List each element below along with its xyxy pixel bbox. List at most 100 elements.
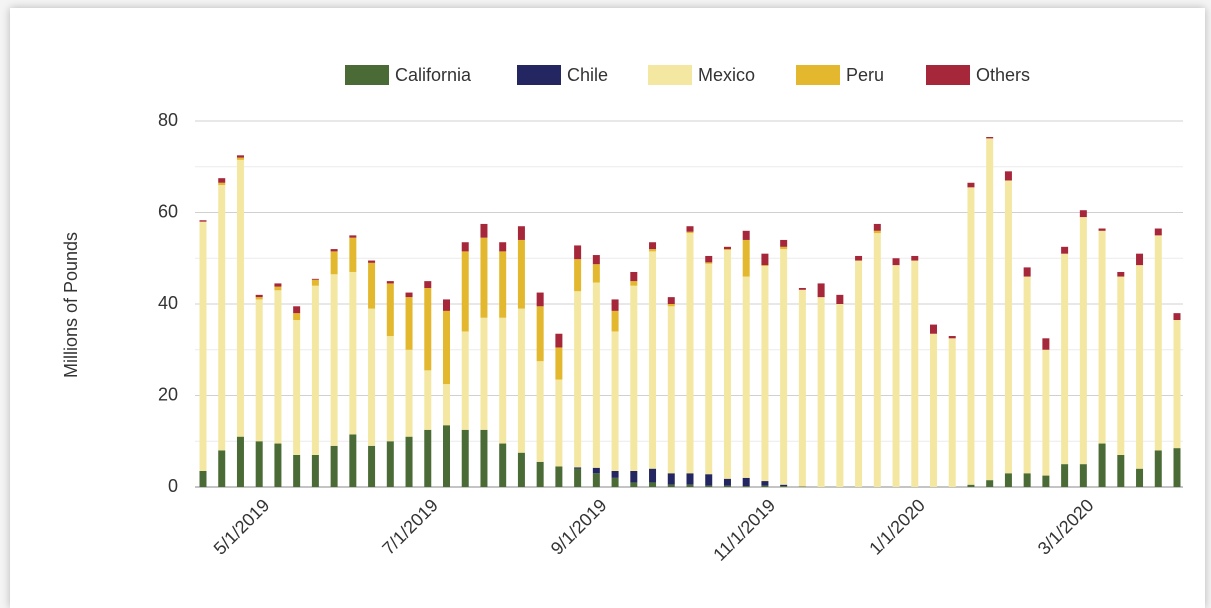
bar-segment <box>1080 210 1087 217</box>
bar-segment <box>349 272 356 434</box>
bar-segment <box>274 287 281 291</box>
bar-segment <box>387 441 394 487</box>
legend-swatch <box>648 65 692 85</box>
y-tick-label: 60 <box>158 201 178 221</box>
bar-segment <box>649 482 656 487</box>
bar-segment <box>480 224 487 238</box>
bar-segment <box>649 242 656 249</box>
bar-segment <box>911 261 918 487</box>
x-tick-label: 9/1/2019 <box>547 495 611 559</box>
bar-segment <box>555 466 562 487</box>
bar-segment <box>443 425 450 487</box>
legend-swatch <box>926 65 970 85</box>
bar-segment <box>462 251 469 331</box>
bar-segment <box>630 286 637 471</box>
bar-segment <box>687 226 694 231</box>
bar-segment <box>668 304 675 306</box>
bar-segment <box>612 331 619 471</box>
bar-segment <box>668 297 675 304</box>
bar-segment <box>331 251 338 274</box>
bar-segment <box>593 473 600 487</box>
bar-segment <box>424 288 431 370</box>
bar-segment <box>1099 444 1106 487</box>
bar-segment <box>368 446 375 487</box>
bar-segment <box>237 437 244 487</box>
bar-segment <box>612 311 619 332</box>
bar-segment <box>537 361 544 462</box>
bar-segment <box>200 220 207 221</box>
bar-segment <box>874 224 881 231</box>
bar-segment <box>1136 254 1143 265</box>
bar-segment <box>649 249 656 251</box>
bar-segment <box>312 280 319 286</box>
bar-segment <box>649 469 656 483</box>
bar-segment <box>593 468 600 473</box>
bar-segment <box>312 279 319 280</box>
bar-segment <box>331 446 338 487</box>
bar-segment <box>218 183 225 185</box>
bar-segment <box>480 318 487 430</box>
bar-segment <box>1042 350 1049 476</box>
bar-segment <box>967 187 974 484</box>
y-tick-label: 20 <box>158 384 178 404</box>
bar-segment <box>855 256 862 261</box>
bar-segment <box>724 249 731 250</box>
bar-segment <box>237 158 244 160</box>
bar-segment <box>612 478 619 487</box>
bar-segment <box>855 261 862 487</box>
bar-segment <box>630 471 637 482</box>
bar-segment <box>705 474 712 485</box>
bar-segment <box>687 233 694 473</box>
legend-swatch <box>796 65 840 85</box>
bar-segment <box>799 290 806 487</box>
y-tick-label: 80 <box>158 110 178 130</box>
y-tick-label: 0 <box>168 476 178 496</box>
bar-segment <box>687 232 694 233</box>
bar-segment <box>986 138 993 480</box>
bar-segment <box>705 262 712 263</box>
bar-segment <box>761 481 768 486</box>
bar-segment <box>499 242 506 251</box>
bar-segment <box>836 304 843 487</box>
bar-segment <box>518 453 525 487</box>
bar-segment <box>1080 217 1087 464</box>
bar-segment <box>574 259 581 291</box>
bar-segment <box>967 485 974 487</box>
bar-segment <box>1061 247 1068 254</box>
bar-segment <box>312 286 319 455</box>
legend-label: Mexico <box>698 65 755 85</box>
bar-segment <box>555 379 562 466</box>
bar-segment <box>743 231 750 240</box>
bar-segment <box>293 306 300 313</box>
bar-segment <box>555 347 562 379</box>
x-tick-label: 7/1/2019 <box>378 495 442 559</box>
bar-segment <box>930 325 937 334</box>
bar-segment <box>574 467 581 468</box>
bar-segment <box>780 247 787 249</box>
bar-segment <box>1024 473 1031 487</box>
bar-segment <box>331 274 338 446</box>
bar-segment <box>1099 231 1106 444</box>
bar-segment <box>818 283 825 297</box>
bar-segment <box>293 320 300 455</box>
bar-segment <box>612 299 619 310</box>
bar-segment <box>424 370 431 429</box>
bar-segment <box>368 309 375 446</box>
bar-segment <box>705 256 712 262</box>
bar-segment <box>274 290 281 443</box>
bar-segment <box>911 256 918 261</box>
bar-segment <box>574 245 581 259</box>
bar-segment <box>1117 455 1124 487</box>
legend-label: Chile <box>567 65 608 85</box>
bar-segment <box>274 444 281 487</box>
y-tick-label: 40 <box>158 293 178 313</box>
bar-segment <box>743 240 750 277</box>
bar-segment <box>1117 272 1124 277</box>
bar-segment <box>331 249 338 251</box>
bar-segment <box>705 486 712 487</box>
bar-segment <box>780 249 787 485</box>
bar-segment <box>237 155 244 157</box>
bar-segment <box>1005 473 1012 487</box>
bar-segment <box>1061 464 1068 487</box>
